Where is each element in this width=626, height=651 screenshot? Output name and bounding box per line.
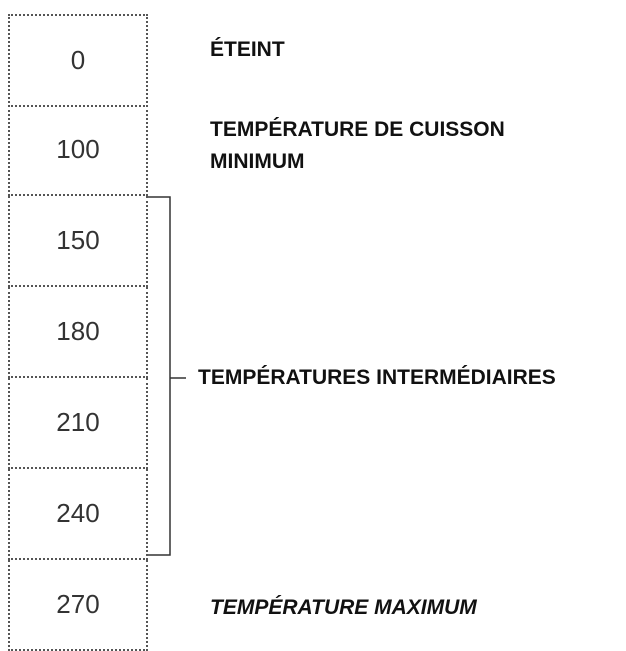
- label-off: ÉTEINT: [210, 38, 285, 61]
- dial-setting: 150: [8, 196, 148, 287]
- bracket-line: [148, 196, 171, 556]
- dial-setting: 180: [8, 287, 148, 378]
- label-intermediate: TEMPÉRATURES INTERMÉDIAIRES: [198, 366, 556, 389]
- dial-setting: 0: [8, 14, 148, 107]
- dial-setting: 100: [8, 105, 148, 196]
- label-maximum: TEMPÉRATURE MAXIMUM: [210, 596, 477, 619]
- dial-setting: 240: [8, 469, 148, 560]
- label-minimum: TEMPÉRATURE DE CUISSON MINIMUM: [210, 118, 505, 173]
- dial-setting: 210: [8, 378, 148, 469]
